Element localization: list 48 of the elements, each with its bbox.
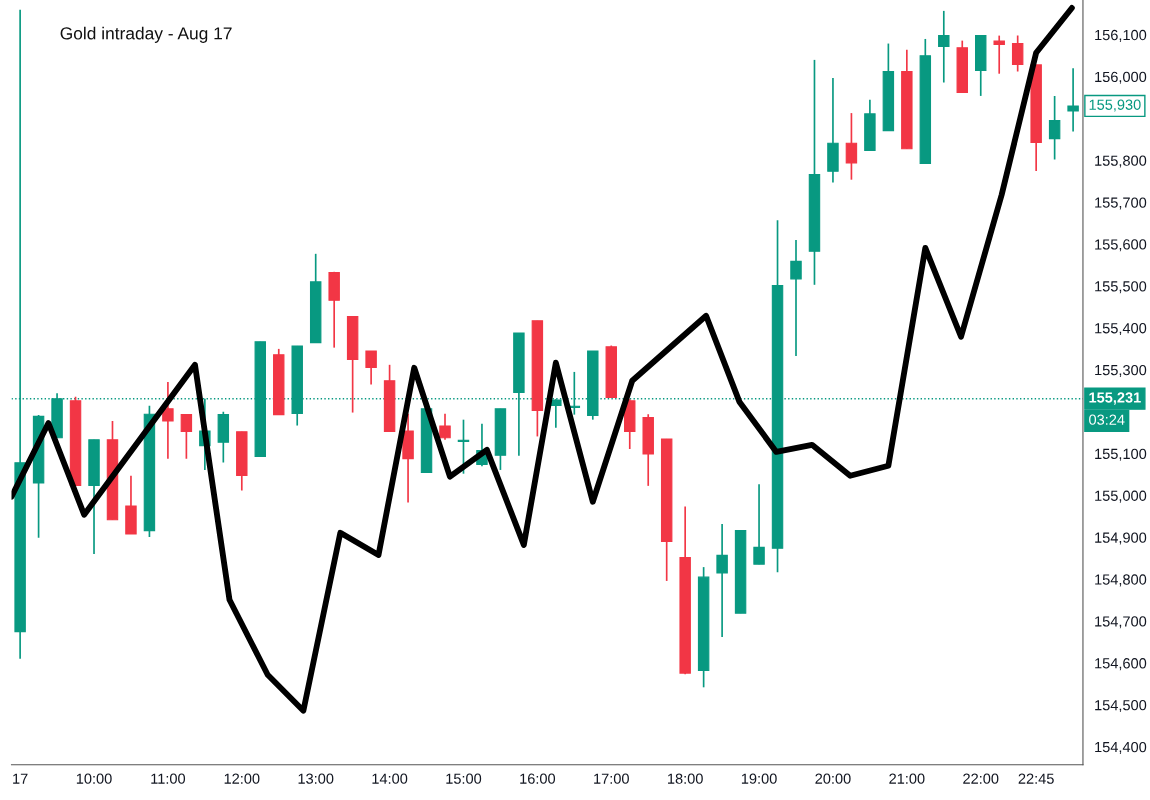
text: Gold intraday - Aug 17 (60, 26, 232, 43)
x-tick-label: 20:00 (815, 773, 851, 784)
y-tick-label: 154,400 (1095, 741, 1147, 754)
candlestick (938, 10, 950, 84)
y-tick-label: 155,100 (1095, 448, 1147, 461)
x-tick-label: 17 (13, 773, 28, 784)
x-tick-label: 11:00 (151, 773, 186, 784)
y-tick-label: 154,800 (1095, 574, 1147, 587)
x-tick-label: 13:00 (298, 773, 334, 784)
x-tick-label: 18:00 (668, 773, 703, 784)
y-tick-label: 154,700 (1095, 616, 1147, 629)
text: 155,930 (1089, 99, 1141, 112)
candlestick (716, 523, 728, 638)
text: 03:24 (1089, 414, 1125, 425)
x-tick-label: 22:45 (1018, 773, 1054, 784)
y-tick-label: 155,600 (1095, 239, 1147, 252)
x-tick-label: 12:00 (224, 773, 260, 784)
y-tick-label: 154,900 (1095, 532, 1147, 545)
x-tick-label: 10:00 (76, 773, 112, 784)
y-tick-label: 156,000 (1095, 71, 1147, 84)
y-tick-label: 155,500 (1095, 281, 1147, 294)
y-tick-label: 154,600 (1095, 658, 1147, 671)
x-tick-label: 17:00 (594, 773, 629, 784)
y-tick-label: 155,400 (1095, 323, 1147, 336)
candlestick (753, 483, 765, 566)
candlestick (439, 412, 451, 441)
x-tick-label: 14:00 (372, 773, 408, 784)
x-tick-label: 15:00 (446, 773, 482, 784)
y-tick-label: 155,700 (1095, 197, 1147, 210)
y-tick-label: 154,500 (1095, 700, 1147, 713)
y-tick-label: 155,300 (1095, 364, 1147, 377)
x-tick-label: 19:00 (741, 773, 777, 784)
x-tick-label: 21:00 (889, 773, 925, 784)
candlestick (790, 239, 802, 357)
candlestick (162, 381, 174, 460)
candlestick (180, 413, 193, 460)
ref-line-label: 155,231 (1089, 392, 1141, 405)
y-tick-label: 155,000 (1095, 490, 1147, 503)
candlestick (993, 34, 1005, 75)
x-tick-label: 16:00 (520, 773, 556, 784)
candlestick (1011, 34, 1024, 73)
y-tick-label: 156,100 (1095, 29, 1147, 42)
candlestick (1048, 95, 1061, 161)
candlestick (1067, 67, 1079, 133)
candlestick (365, 350, 377, 386)
candlestick (845, 112, 858, 181)
y-tick-label: 155,800 (1095, 155, 1147, 168)
x-tick-label: 22:00 (963, 773, 999, 784)
